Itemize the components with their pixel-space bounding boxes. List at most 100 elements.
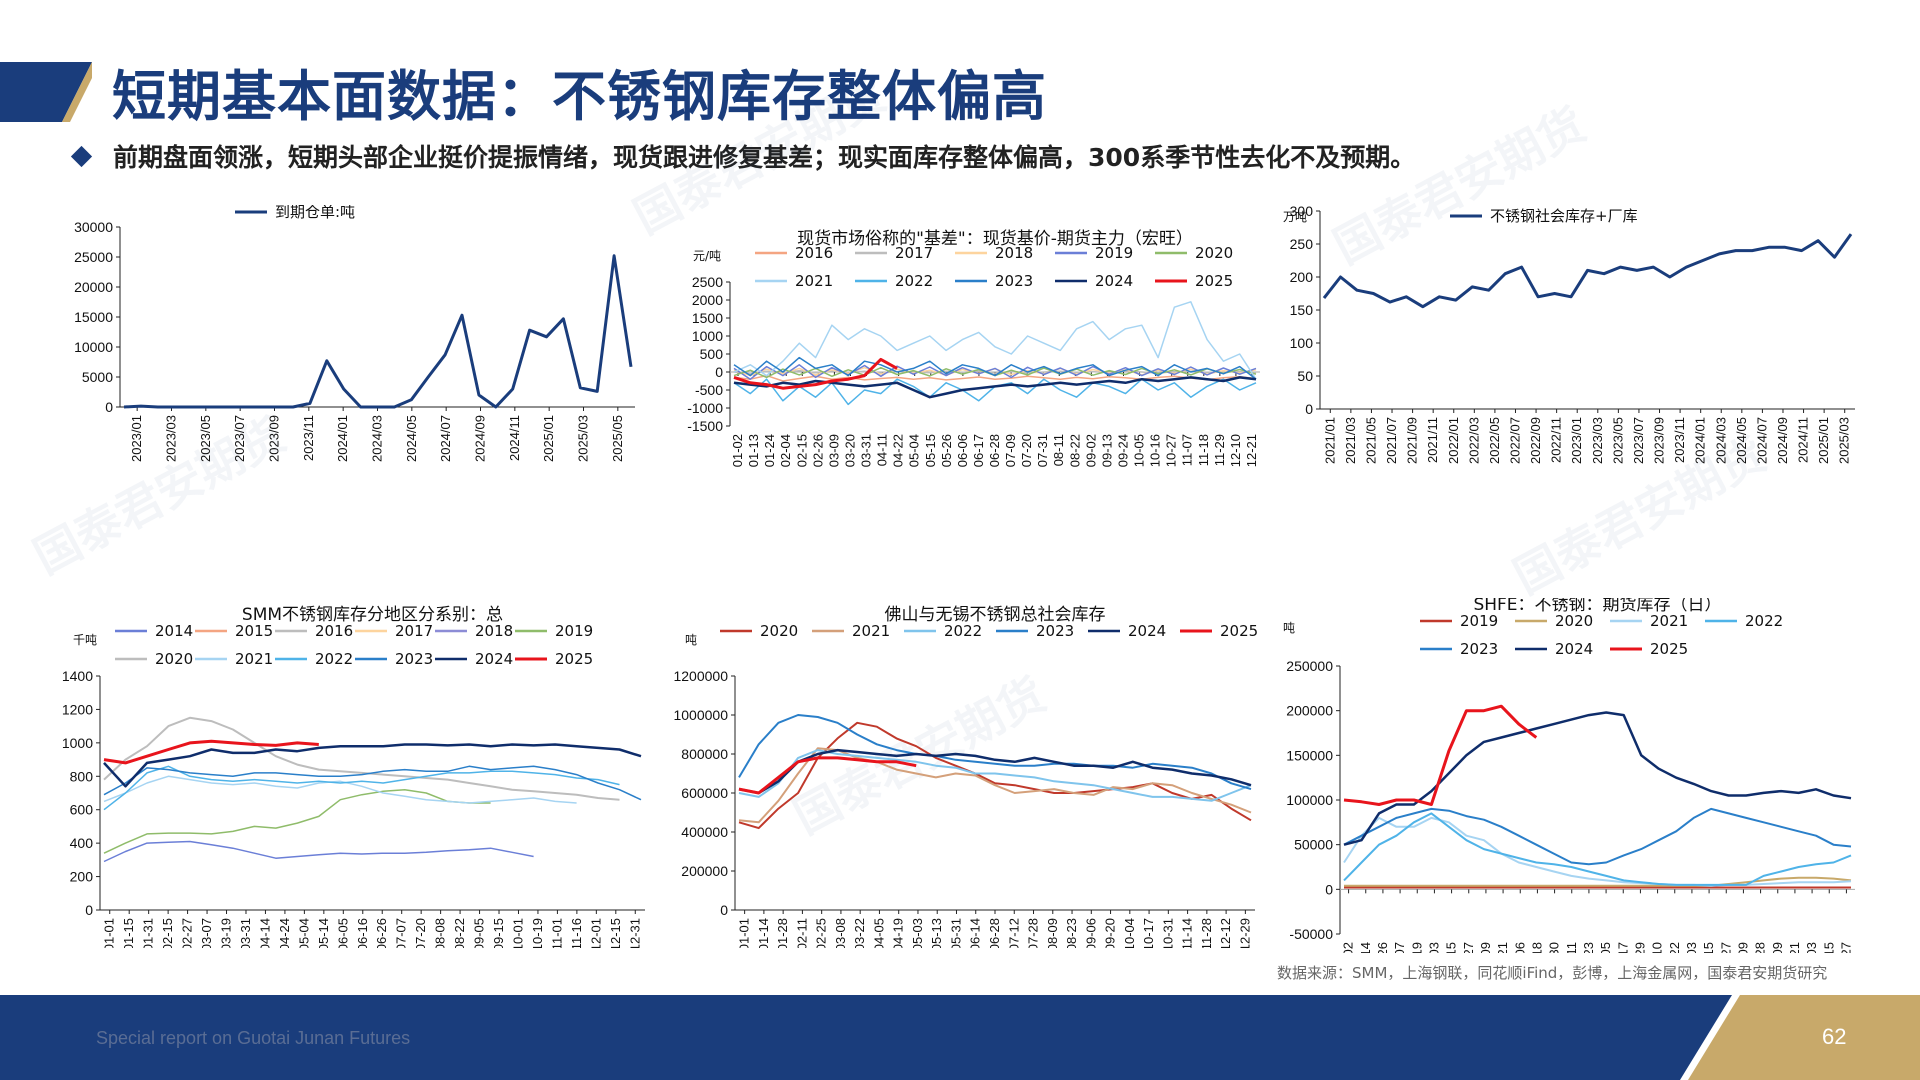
x-tick-label: 01-02	[730, 434, 745, 467]
x-tick-label: 12-27	[1838, 942, 1853, 953]
y-tick-label: 150	[1290, 302, 1314, 318]
x-tick-label: 2023/07	[232, 415, 247, 462]
x-tick-label: 2024/05	[1734, 417, 1749, 464]
y-tick-label: 1200	[62, 701, 93, 717]
legend-label: 2022	[895, 272, 933, 290]
legend-label: 2022	[944, 622, 982, 640]
legend-label: 2017	[895, 244, 933, 262]
series-line-2021	[103, 775, 577, 804]
y-tick-label: 0	[715, 364, 723, 380]
legend-label: 2025	[1195, 272, 1233, 290]
y-tick-label: 1000000	[673, 707, 728, 723]
x-tick-label: 10-27	[1164, 434, 1179, 467]
x-tick-label: 06-28	[987, 918, 1002, 948]
x-tick-label: 09-06	[1083, 918, 1098, 948]
x-tick-label: 07-20	[1019, 434, 1034, 467]
x-tick-label: 08-23	[1064, 918, 1079, 948]
x-tick-label: 2023/01	[1569, 417, 1584, 464]
x-tick-label: 07-05	[1598, 942, 1613, 953]
x-tick-label: 09-05	[472, 918, 487, 948]
x-tick-label: 08-22	[1067, 434, 1082, 467]
x-tick-label: 05-18	[1529, 942, 1544, 953]
y-tick-label: 1400	[62, 668, 93, 684]
x-tick-label: 11-29	[1212, 434, 1227, 466]
legend-label: 2015	[235, 622, 273, 640]
y-tick-label: 600000	[681, 785, 728, 801]
x-tick-label: 12-10	[1228, 434, 1243, 467]
x-tick-label: 12-15	[1821, 942, 1836, 953]
series-line-2016	[733, 374, 1257, 382]
legend-label: 2021	[235, 650, 273, 668]
slide-title: 短期基本面数据：不锈钢库存整体偏高	[112, 65, 1047, 128]
x-tick-label: 12-31	[627, 918, 642, 948]
series-line-2025	[1343, 704, 1538, 806]
slide-subtitle: 前期盘面领涨，短期头部企业挺价提振情绪，现货跟进修复基差；现实面库存整体偏高，3…	[113, 143, 1416, 172]
legend-label: 2025	[1220, 622, 1258, 640]
x-tick-label: 2023/03	[164, 415, 179, 462]
chart-2-svg: 现货市场俗称的"基差"：现货基价-期货主力（宏旺） 元/吨 2016 2017 2018…	[687, 229, 1260, 467]
series-line-2021	[738, 747, 1252, 824]
series-line-2022	[103, 765, 620, 811]
chart-foshan-wuxi: 佛山与无锡不锈钢总社会库存吨 2020 2021 2022 2023 2024 2025 0 2…	[665, 598, 1265, 948]
legend-label: 2022	[315, 650, 353, 668]
legend-label: 2025	[1650, 640, 1688, 658]
y-tick-label: 800000	[681, 746, 728, 762]
chart-4-svg: SMM不锈钢库存分地区分系别：总千吨 2014 2015 2016 2017 2018 20…	[62, 605, 645, 948]
x-tick-label: 12-12	[1218, 918, 1233, 948]
series-line-2022	[738, 749, 1252, 802]
series-line-2025	[738, 756, 917, 795]
x-tick-label: 2024/05	[404, 415, 419, 462]
x-tick-label: 2024/03	[370, 415, 385, 462]
y-tick-label: 20000	[74, 279, 113, 295]
x-tick-label: 07-17	[1615, 942, 1630, 953]
x-tick-label: 2024/03	[1713, 417, 1728, 464]
legend-label: 2019	[1095, 244, 1133, 262]
y-tick-label: 0	[85, 902, 93, 918]
series-line-2023	[103, 765, 642, 801]
chart-title: SMM不锈钢库存分地区分系别：总	[242, 605, 503, 625]
data-source: 数据来源：SMM，上海钢联，同花顺iFind，彭博，上海金属网，国泰君安期货研究	[1277, 964, 1828, 982]
y-tick-label: 100000	[1286, 792, 1333, 808]
series-line-2021	[1343, 816, 1852, 887]
x-tick-label: 03-27	[1461, 942, 1476, 953]
x-tick-label: 06-05	[335, 918, 350, 948]
x-tick-label: 01-28	[775, 918, 790, 948]
chart-basis: 现货市场俗称的"基差"：现货基价-期货主力（宏旺） 元/吨 2016 2017 2018…	[665, 210, 1265, 565]
y-tick-label: 0	[1325, 881, 1333, 897]
legend-label: 2021	[1650, 612, 1688, 630]
x-tick-label: 01-01	[102, 918, 117, 948]
x-tick-label: 10-28	[1753, 942, 1768, 953]
x-tick-label: 07-20	[413, 918, 428, 948]
x-tick-label: 03-09	[826, 434, 841, 467]
y-tick-label: 30000	[74, 219, 113, 235]
bullet-diamond-icon	[70, 145, 93, 167]
x-tick-label: 04-24	[277, 918, 292, 948]
legend-label: 2019	[555, 622, 593, 640]
legend-label: 2019	[1460, 612, 1498, 630]
y-tick-label: 1000	[692, 328, 723, 344]
footer-text: Special report on Guotai Junan Futures	[96, 1028, 411, 1048]
y-tick-label: 0	[720, 902, 728, 918]
x-tick-label: 09-15	[491, 918, 506, 948]
y-tick-label: 50000	[1294, 837, 1333, 853]
x-tick-label: 09-13	[1099, 434, 1114, 467]
y-tick-label: 200	[1290, 269, 1314, 285]
x-tick-label: 04-19	[891, 918, 906, 948]
series-line-2023	[738, 714, 1252, 791]
y-tick-label: 10000	[74, 339, 113, 355]
y-tick-label: -1000	[687, 400, 723, 416]
x-tick-label: 04-21	[1495, 942, 1510, 953]
x-tick-label: 07-09	[1003, 434, 1018, 467]
series-line-2025	[103, 739, 319, 765]
series-line-不锈钢社会库存+厂库	[1322, 233, 1853, 309]
x-tick-label: 12-21	[1244, 434, 1259, 467]
chart-1-svg: 到期仓单:吨 0 5000 10000 15000 20000 25000 30000 2023…	[74, 205, 635, 462]
x-tick-label: 08-10	[1650, 942, 1665, 953]
x-tick-label: 2022/07	[1507, 417, 1522, 464]
x-tick-label: 11-21	[1787, 942, 1802, 953]
legend-label: 不锈钢社会库存+厂库	[1490, 207, 1638, 225]
y-tick-label: 5000	[82, 369, 113, 385]
legend-label: 2018	[995, 244, 1033, 262]
y-tick-label: 1200000	[673, 668, 728, 684]
